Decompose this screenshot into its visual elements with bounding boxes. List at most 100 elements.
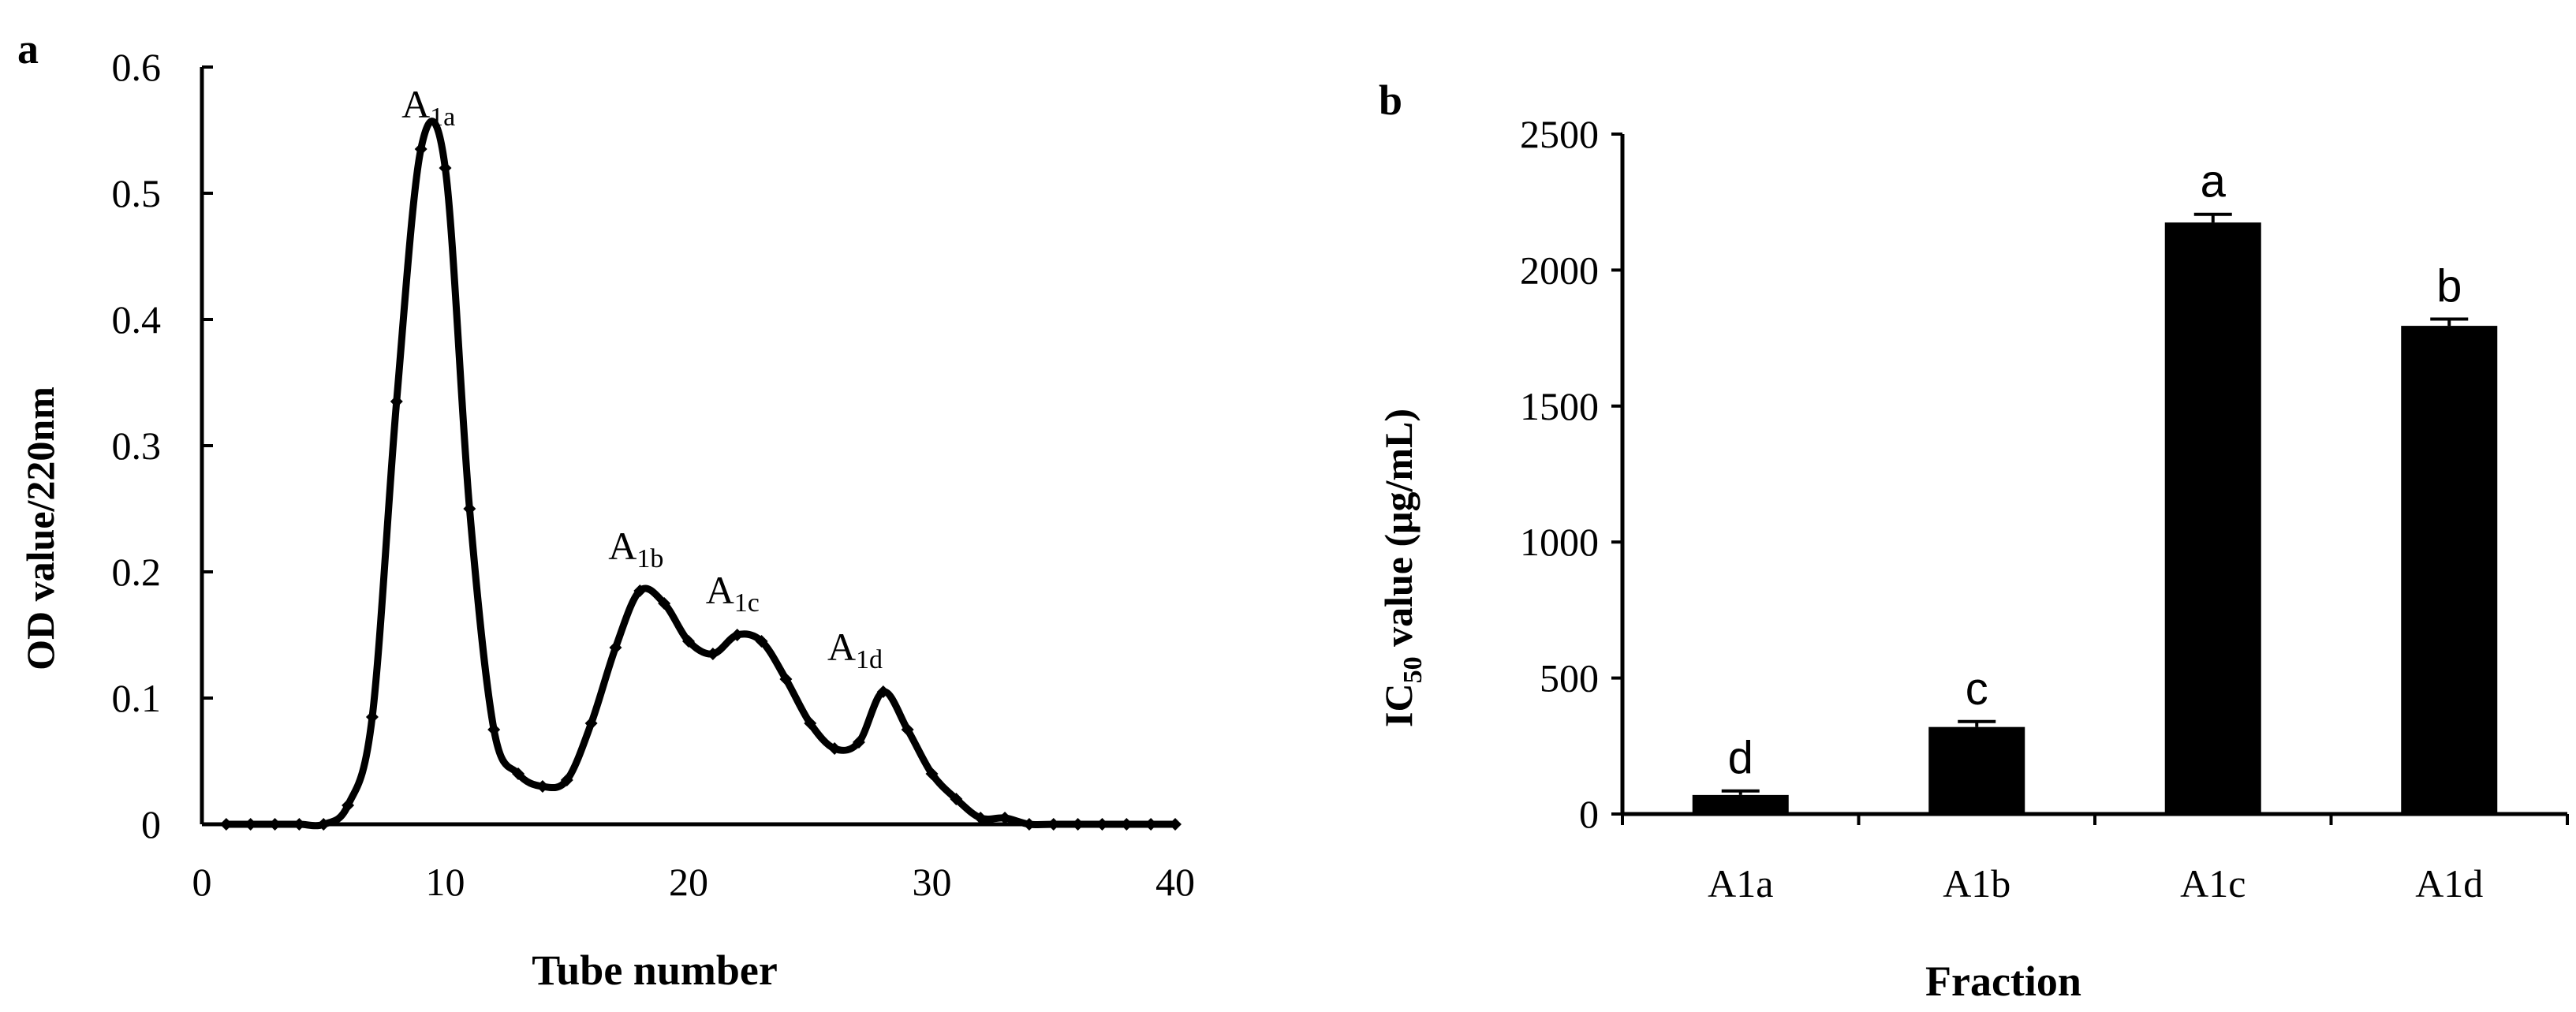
panel-a-peak-label: A1a [401,82,455,132]
panel-a-data-point [925,767,939,780]
panel-b-x-tick-label: A1a [1708,861,1773,906]
panel-a-data-point [1144,818,1158,831]
panel-a-x-tick-label: 20 [669,860,708,904]
panel-b-significance-letter: d [1728,733,1753,784]
panel-a-data-point [755,635,768,648]
panel-b-x-tick-label: A1d [2415,861,2483,906]
panel-a-y-tick-label: 0.1 [112,676,162,720]
panel-a-data-point [682,635,695,648]
panel-a-data-point [974,812,987,824]
panel-b-bar [1928,726,2025,814]
panel-a-line-chart: a 00.10.20.30.40.50.6 0 10 20 30 40 A1aA1bA1… [17,25,1195,994]
panel-a-data-point [244,818,257,831]
panel-a-y-tick-label: 0 [141,802,161,846]
panel-b-x-ticks: A1a A1b A1c A1d [1621,814,2569,906]
panel-a-data-point [950,793,963,805]
peak-label-base: A [706,568,734,612]
panel-a-y-axis-label: OD value/220nm [18,387,62,670]
panel-a-data-point [487,723,501,736]
panel-a-data-point [390,395,403,408]
panel-a-data-point [1071,818,1085,831]
panel-b-y-tick-label: 0 [1579,792,1599,836]
panel-b-bar [1692,794,1789,814]
panel-a-data-point [804,717,817,730]
panel-a-data-point [463,502,476,515]
panel-a-data-point [1096,818,1109,831]
panel-a-x-tick-label: 0 [192,860,212,904]
panel-a-data-point [852,736,865,749]
panel-a-data-point [609,641,622,654]
panel-a-data-point [1169,818,1182,831]
panel-a-data-point [706,648,719,660]
panel-b-y-tick-label: 2000 [1520,248,1599,292]
panel-a-data-point [439,162,452,174]
peak-label-subscript: 1a [430,103,455,132]
panel-a-peak-label: A1d [827,625,883,674]
panel-b-y-axis-label: IC50 value (μg/mL) [1376,409,1428,727]
panel-a-data-point [1120,818,1133,831]
panel-a-y-tick-label: 0.6 [112,45,162,89]
panel-b-x-tick-label: A1b [1943,861,2010,906]
panel-a-data-point [828,742,842,755]
panel-a-data-point [219,818,233,831]
panel-b-bar [2164,222,2261,814]
panel-a-data-point [512,767,525,780]
panel-a-x-axis-label: Tube number [532,947,778,994]
panel-b-y-axis-label-prefix: IC [1376,683,1421,727]
panel-b-y-tick-label: 1500 [1520,384,1599,428]
peak-label-subscript: 1d [856,645,883,674]
panel-a-data-point [1047,818,1060,831]
panel-a-y-tick-label: 0.4 [112,297,162,342]
panel-a-x-tick-label: 30 [913,860,952,904]
panel-b-significance-letter: c [1966,663,1988,715]
panel-a-data-point [560,774,573,786]
peak-label-subscript: 1c [734,588,760,618]
panel-a-data-point [658,597,671,610]
panel-a-data-point [536,780,549,793]
panel-a-data-point [268,818,282,831]
panel-b-bars: d c a b [1692,156,2498,815]
panel-b-y-axis-label-subscript: 50 [1398,656,1428,683]
panel-b-label: b [1379,77,1402,124]
panel-a-y-tick-label: 0.3 [112,424,162,468]
peak-label-base: A [827,625,856,669]
panel-b-x-axis-label: Fraction [1925,958,2081,1005]
panel-b-bar-chart: b 0 500 1000 1500 2000 2500 d c a b A1a A1b A1c A1d… [1376,77,2569,1005]
panel-a-x-tick-label: 40 [1155,860,1195,904]
panel-a-data-point [779,673,793,685]
panel-b-bar [2401,326,2498,815]
panel-a-series [219,118,1182,831]
panel-a-axes [200,67,1175,827]
peak-label-base: A [608,524,637,568]
panel-a-data-point [584,717,598,730]
panel-a-data-point [365,711,379,723]
panel-b-significance-letter: b [2436,260,2462,312]
panel-a-label: a [17,25,39,73]
panel-a-y-tick-label: 0.2 [112,550,162,594]
panel-b-y-axis-label-suffix: value (μg/mL) [1376,409,1421,656]
panel-b-y-ticks: 0 500 1000 1500 2000 2500 [1520,112,1622,836]
panel-a-peak-label: A1b [608,524,663,573]
panel-b-significance-letter: a [2201,156,2227,207]
panel-a-peak-label: A1c [706,568,760,618]
panel-a-data-point [414,143,427,155]
panel-a-x-ticks: 0 10 20 30 40 [192,860,1196,904]
panel-b-x-tick-label: A1c [2180,861,2246,906]
panel-a-data-point [999,812,1012,824]
panel-a-data-point [317,818,330,831]
panel-a-y-tick-label: 0.5 [112,171,162,215]
panel-a-data-point [293,818,306,831]
panel-a-y-ticks: 0 0.1 0.2 0.3 0.4 0.5 0.6 [112,45,213,846]
panel-a-x-tick-label: 10 [426,860,465,904]
panel-a-data-point [1022,818,1036,831]
panel-a-data-point [633,584,647,597]
peak-label-subscript: 1b [637,544,663,573]
panel-a-data-point [730,629,744,641]
panel-b-y-tick-label: 1000 [1520,520,1599,564]
panel-a-data-point [876,685,890,698]
peak-label-base: A [401,82,430,126]
panel-b-y-tick-label: 500 [1540,656,1599,700]
panel-a-data-point [342,799,355,812]
